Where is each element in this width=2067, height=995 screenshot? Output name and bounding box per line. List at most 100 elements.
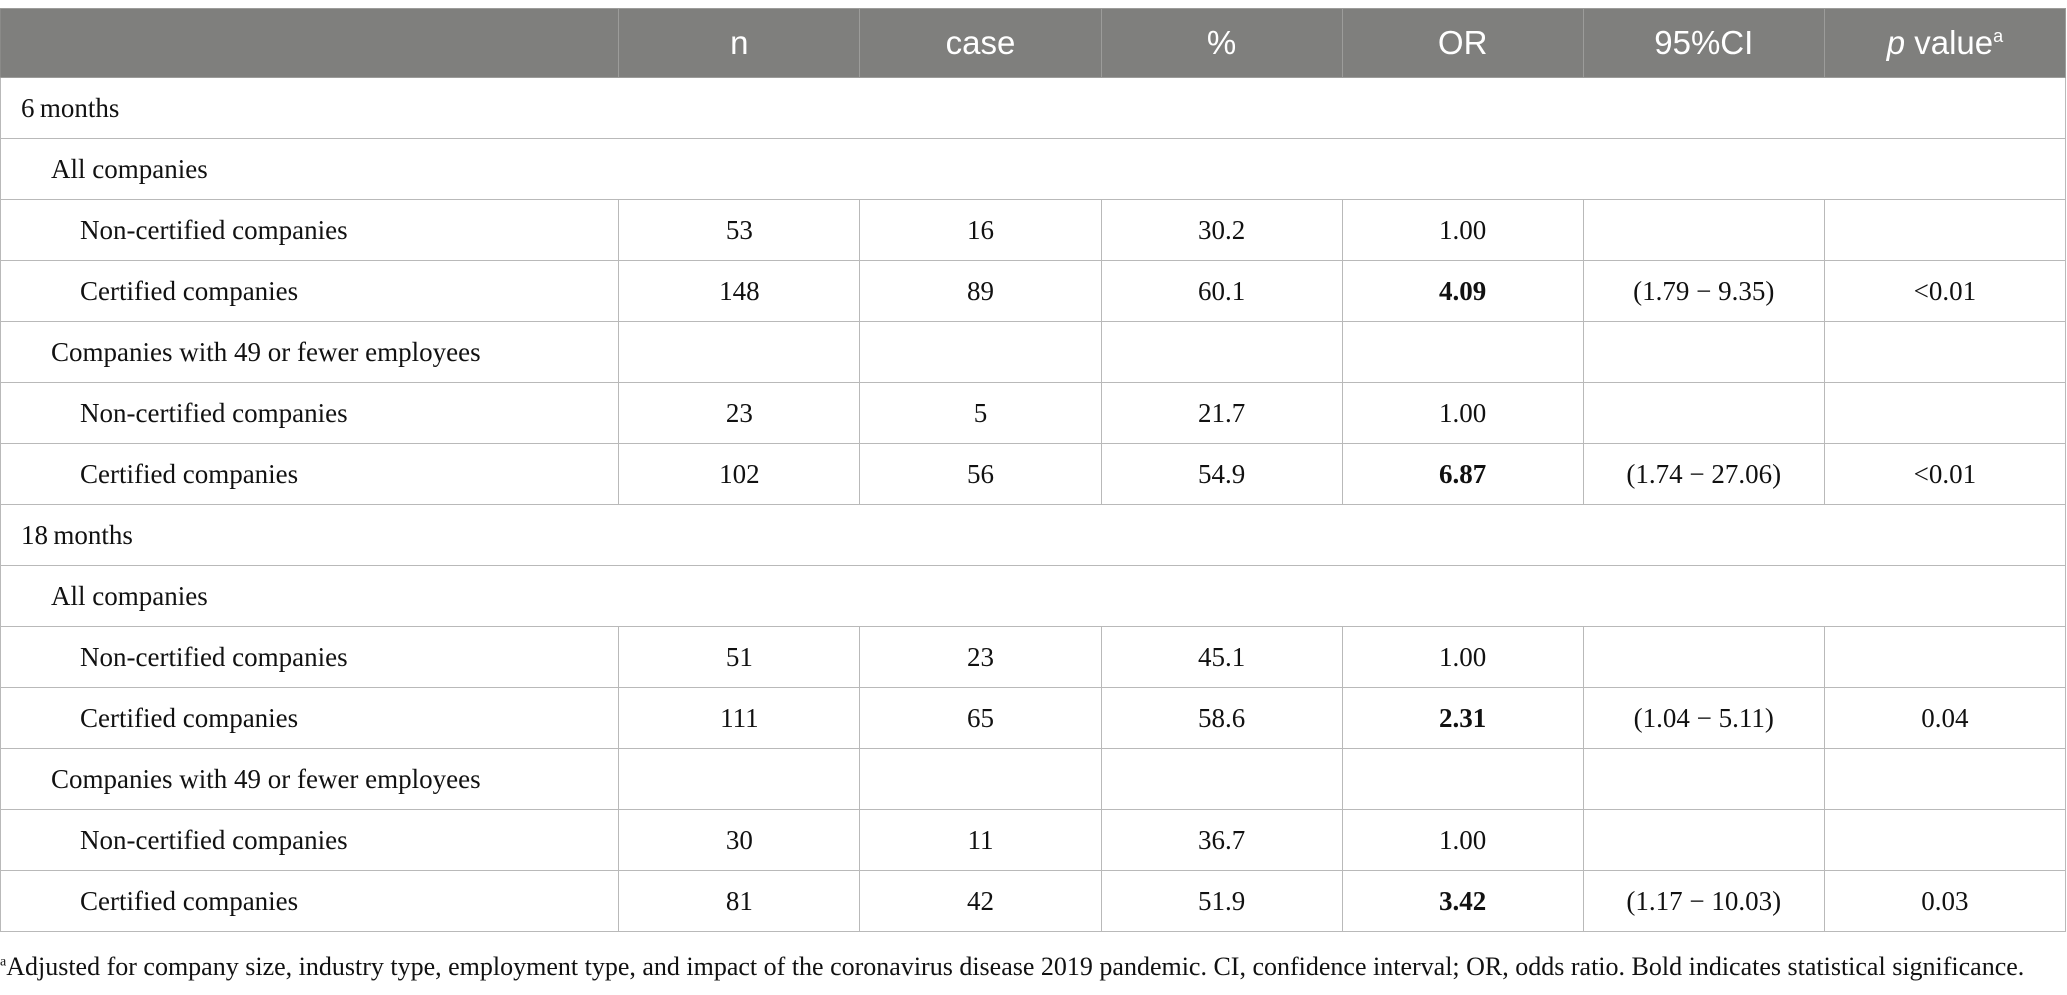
row-label: Non-certified companies [0, 199, 620, 261]
group-row: All companies [0, 565, 2066, 627]
cell-case: 23 [859, 626, 1102, 688]
cell-case: 11 [859, 809, 1102, 871]
empty-cell [1100, 748, 1343, 810]
header-p-value: p valuea [1823, 8, 2067, 78]
cell-p-value [1823, 382, 2067, 444]
row-label: Certified companies [0, 870, 620, 932]
cell-percent: 30.2 [1100, 199, 1343, 261]
cell-p-value [1823, 809, 2067, 871]
header-or: OR [1341, 8, 1584, 78]
header-case: case [859, 8, 1102, 78]
cell-ci: (1.17 − 10.03) [1582, 870, 1825, 932]
cell-percent: 54.9 [1100, 443, 1343, 505]
cell-n: 53 [618, 199, 861, 261]
cell-p-value: 0.04 [1823, 687, 2067, 749]
footnote-text: Adjusted for company size, industry type… [6, 952, 2025, 981]
empty-cell [859, 748, 1102, 810]
table-row: Non-certified companies 30 11 36.7 1.00 [0, 809, 2067, 871]
cell-percent: 36.7 [1100, 809, 1343, 871]
table-footnote: aAdjusted for company size, industry typ… [0, 952, 2067, 982]
group-label: Companies with 49 or fewer employees [0, 748, 620, 810]
group-row: All companies [0, 138, 2066, 200]
empty-cell [1341, 748, 1584, 810]
section-row: 18 months [0, 504, 2066, 566]
group-label: Companies with 49 or fewer employees [0, 321, 620, 383]
odds-ratio-table: n case % OR 95%CI p valuea 6 months All c… [0, 8, 2067, 932]
section-label: 18 months [0, 504, 2066, 566]
group-label: All companies [0, 138, 2066, 200]
section-label: 6 months [0, 77, 2066, 139]
group-label: All companies [0, 565, 2066, 627]
row-label: Certified companies [0, 687, 620, 749]
cell-case: 56 [859, 443, 1102, 505]
table-header: n case % OR 95%CI p valuea [0, 8, 2067, 78]
cell-n: 102 [618, 443, 861, 505]
cell-percent: 60.1 [1100, 260, 1343, 322]
header-ci: 95%CI [1582, 8, 1825, 78]
row-label: Certified companies [0, 443, 620, 505]
header-blank [0, 8, 620, 78]
cell-or: 1.00 [1341, 382, 1584, 444]
cell-n: 111 [618, 687, 861, 749]
table-row: Non-certified companies 23 5 21.7 1.00 [0, 382, 2067, 444]
row-label: Non-certified companies [0, 809, 620, 871]
empty-cell [1823, 321, 2067, 383]
empty-cell [1100, 321, 1343, 383]
cell-case: 16 [859, 199, 1102, 261]
cell-ci [1582, 626, 1825, 688]
cell-percent: 21.7 [1100, 382, 1343, 444]
section-row: 6 months [0, 77, 2066, 139]
cell-ci: (1.74 − 27.06) [1582, 443, 1825, 505]
table-row: Certified companies 81 42 51.9 3.42 (1.17 − 1… [0, 870, 2067, 932]
cell-or: 4.09 [1341, 260, 1584, 322]
cell-ci [1582, 809, 1825, 871]
table-row: Non-certified companies 51 23 45.1 1.00 [0, 626, 2067, 688]
cell-n: 30 [618, 809, 861, 871]
empty-cell [1582, 748, 1825, 810]
cell-n: 51 [618, 626, 861, 688]
cell-case: 65 [859, 687, 1102, 749]
empty-cell [859, 321, 1102, 383]
header-p-rest: value [1905, 24, 1994, 61]
cell-percent: 51.9 [1100, 870, 1343, 932]
cell-ci: (1.04 − 5.11) [1582, 687, 1825, 749]
header-n: n [618, 8, 861, 78]
empty-cell [618, 321, 861, 383]
cell-p-value [1823, 199, 2067, 261]
footnote-marker: a [0, 954, 7, 970]
cell-case: 42 [859, 870, 1102, 932]
cell-percent: 58.6 [1100, 687, 1343, 749]
cell-or: 1.00 [1341, 626, 1584, 688]
table-body: 6 months All companies Non-certified compa… [0, 77, 2067, 932]
table-row: Certified companies 148 89 60.1 4.09 (1.79 − … [0, 260, 2067, 322]
cell-or: 6.87 [1341, 443, 1584, 505]
cell-p-value [1823, 626, 2067, 688]
row-label: Non-certified companies [0, 626, 620, 688]
cell-ci: (1.79 − 9.35) [1582, 260, 1825, 322]
cell-ci [1582, 199, 1825, 261]
cell-n: 23 [618, 382, 861, 444]
header-percent: % [1100, 8, 1343, 78]
group-row: Companies with 49 or fewer employees [0, 321, 2067, 383]
row-label: Certified companies [0, 260, 620, 322]
cell-or: 3.42 [1341, 870, 1584, 932]
results-table-container: n case % OR 95%CI p valuea 6 months All c… [0, 8, 2067, 932]
header-p-italic: p [1886, 24, 1906, 61]
empty-cell [1582, 321, 1825, 383]
cell-p-value: <0.01 [1823, 443, 2067, 505]
header-row: n case % OR 95%CI p valuea [0, 8, 2067, 78]
cell-or: 2.31 [1341, 687, 1584, 749]
cell-case: 89 [859, 260, 1102, 322]
cell-or: 1.00 [1341, 809, 1584, 871]
empty-cell [1341, 321, 1584, 383]
row-label: Non-certified companies [0, 382, 620, 444]
cell-p-value: 0.03 [1823, 870, 2067, 932]
empty-cell [1823, 748, 2067, 810]
table-row: Certified companies 102 56 54.9 6.87 (1.74 − … [0, 443, 2067, 505]
table-row: Certified companies 111 65 58.6 2.31 (1.04 − … [0, 687, 2067, 749]
cell-percent: 45.1 [1100, 626, 1343, 688]
table-row: Non-certified companies 53 16 30.2 1.00 [0, 199, 2067, 261]
group-row: Companies with 49 or fewer employees [0, 748, 2067, 810]
cell-p-value: <0.01 [1823, 260, 2067, 322]
empty-cell [618, 748, 861, 810]
